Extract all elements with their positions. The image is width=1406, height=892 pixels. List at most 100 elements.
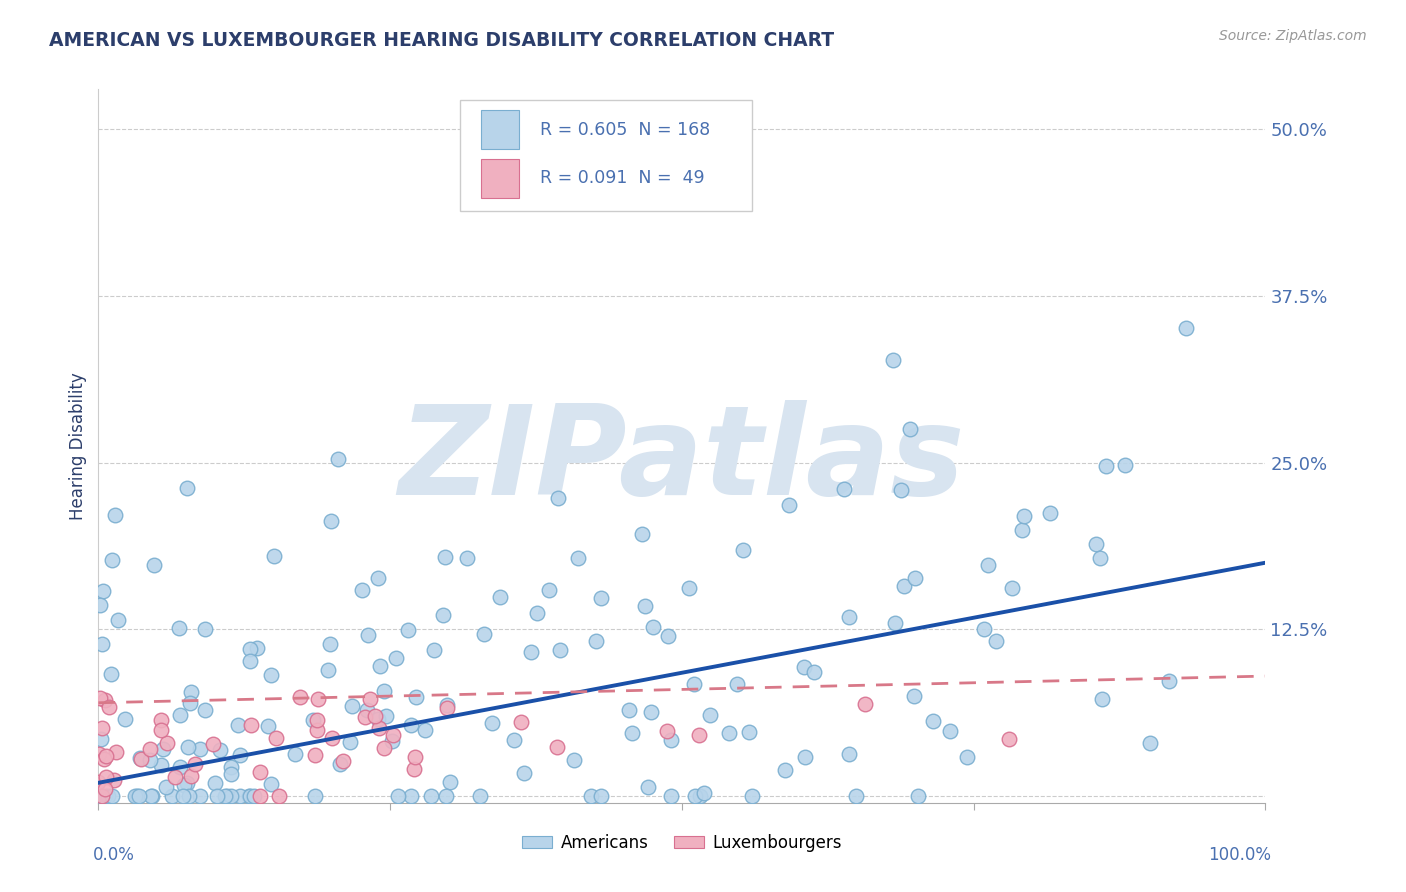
Point: [177, 789, 200, 804]
Point: [413, 723, 436, 737]
Point: [893, 578, 915, 592]
Point: [688, 728, 710, 742]
Point: [470, 789, 492, 804]
Point: [155, 780, 177, 794]
Point: [956, 750, 979, 764]
Text: R = 0.605  N = 168: R = 0.605 N = 168: [540, 121, 710, 139]
Point: [128, 789, 150, 804]
Point: [396, 623, 419, 637]
Point: [903, 690, 925, 704]
Point: [725, 677, 748, 691]
Point: [107, 613, 129, 627]
Point: [373, 683, 395, 698]
Point: [659, 789, 682, 804]
Point: [238, 789, 260, 804]
Point: [194, 622, 217, 636]
Point: [399, 789, 422, 804]
Point: [488, 591, 510, 605]
Point: [678, 582, 700, 596]
Point: [129, 751, 152, 765]
Point: [689, 789, 711, 804]
Point: [105, 746, 128, 760]
Text: R = 0.091  N =  49: R = 0.091 N = 49: [540, 169, 704, 187]
Point: [249, 789, 271, 804]
Point: [562, 754, 585, 768]
Point: [139, 742, 162, 756]
Point: [307, 713, 329, 727]
Point: [693, 786, 716, 800]
Point: [100, 667, 122, 681]
Point: [589, 789, 612, 803]
Point: [585, 633, 607, 648]
Point: [263, 549, 285, 564]
Point: [307, 723, 329, 738]
Point: [832, 482, 855, 496]
Point: [104, 508, 127, 522]
Point: [129, 752, 152, 766]
Point: [1114, 458, 1136, 472]
Point: [472, 627, 495, 641]
Point: [803, 665, 825, 680]
Point: [209, 743, 232, 757]
Point: [193, 703, 215, 717]
Point: [239, 718, 262, 732]
Point: [304, 789, 326, 804]
Point: [180, 684, 202, 698]
Point: [256, 719, 278, 733]
Point: [204, 776, 226, 790]
Point: [98, 699, 121, 714]
Point: [683, 676, 706, 690]
Point: [332, 754, 354, 768]
Point: [239, 789, 262, 804]
Point: [89, 690, 111, 705]
Point: [329, 756, 352, 771]
Point: [502, 732, 524, 747]
Point: [326, 452, 349, 467]
Point: [114, 712, 136, 726]
Point: [260, 777, 283, 791]
Point: [685, 789, 707, 804]
Point: [188, 742, 211, 756]
Bar: [481, 159, 519, 198]
Point: [520, 645, 543, 659]
Point: [176, 740, 198, 755]
Point: [363, 709, 385, 723]
Legend: Americans, Luxembourgers: Americans, Luxembourgers: [516, 828, 848, 859]
Point: [217, 789, 239, 804]
Point: [139, 753, 162, 767]
Point: [304, 747, 326, 762]
Point: [1085, 537, 1108, 551]
Point: [657, 629, 679, 643]
Point: [1011, 523, 1033, 537]
Point: [1088, 551, 1111, 566]
Point: [96, 748, 118, 763]
Point: [176, 481, 198, 495]
Point: [633, 599, 655, 614]
Point: [101, 789, 124, 804]
Point: [717, 725, 740, 739]
Point: [773, 763, 796, 777]
Point: [1012, 508, 1035, 523]
Text: 100.0%: 100.0%: [1208, 846, 1271, 863]
Point: [202, 737, 225, 751]
Point: [402, 762, 425, 776]
Point: [356, 703, 378, 717]
Point: [579, 789, 602, 804]
Point: [96, 770, 118, 784]
Bar: [481, 111, 519, 150]
Point: [550, 643, 572, 657]
Point: [538, 582, 561, 597]
Point: [260, 668, 283, 682]
Point: [149, 713, 172, 727]
Point: [354, 710, 377, 724]
Point: [93, 789, 115, 804]
Point: [367, 712, 389, 726]
Point: [321, 731, 343, 746]
Point: [219, 767, 242, 781]
Point: [97, 789, 120, 804]
Point: [219, 760, 242, 774]
Point: [368, 659, 391, 673]
Point: [319, 514, 342, 528]
Text: Source: ZipAtlas.com: Source: ZipAtlas.com: [1219, 29, 1367, 43]
Point: [510, 715, 533, 730]
